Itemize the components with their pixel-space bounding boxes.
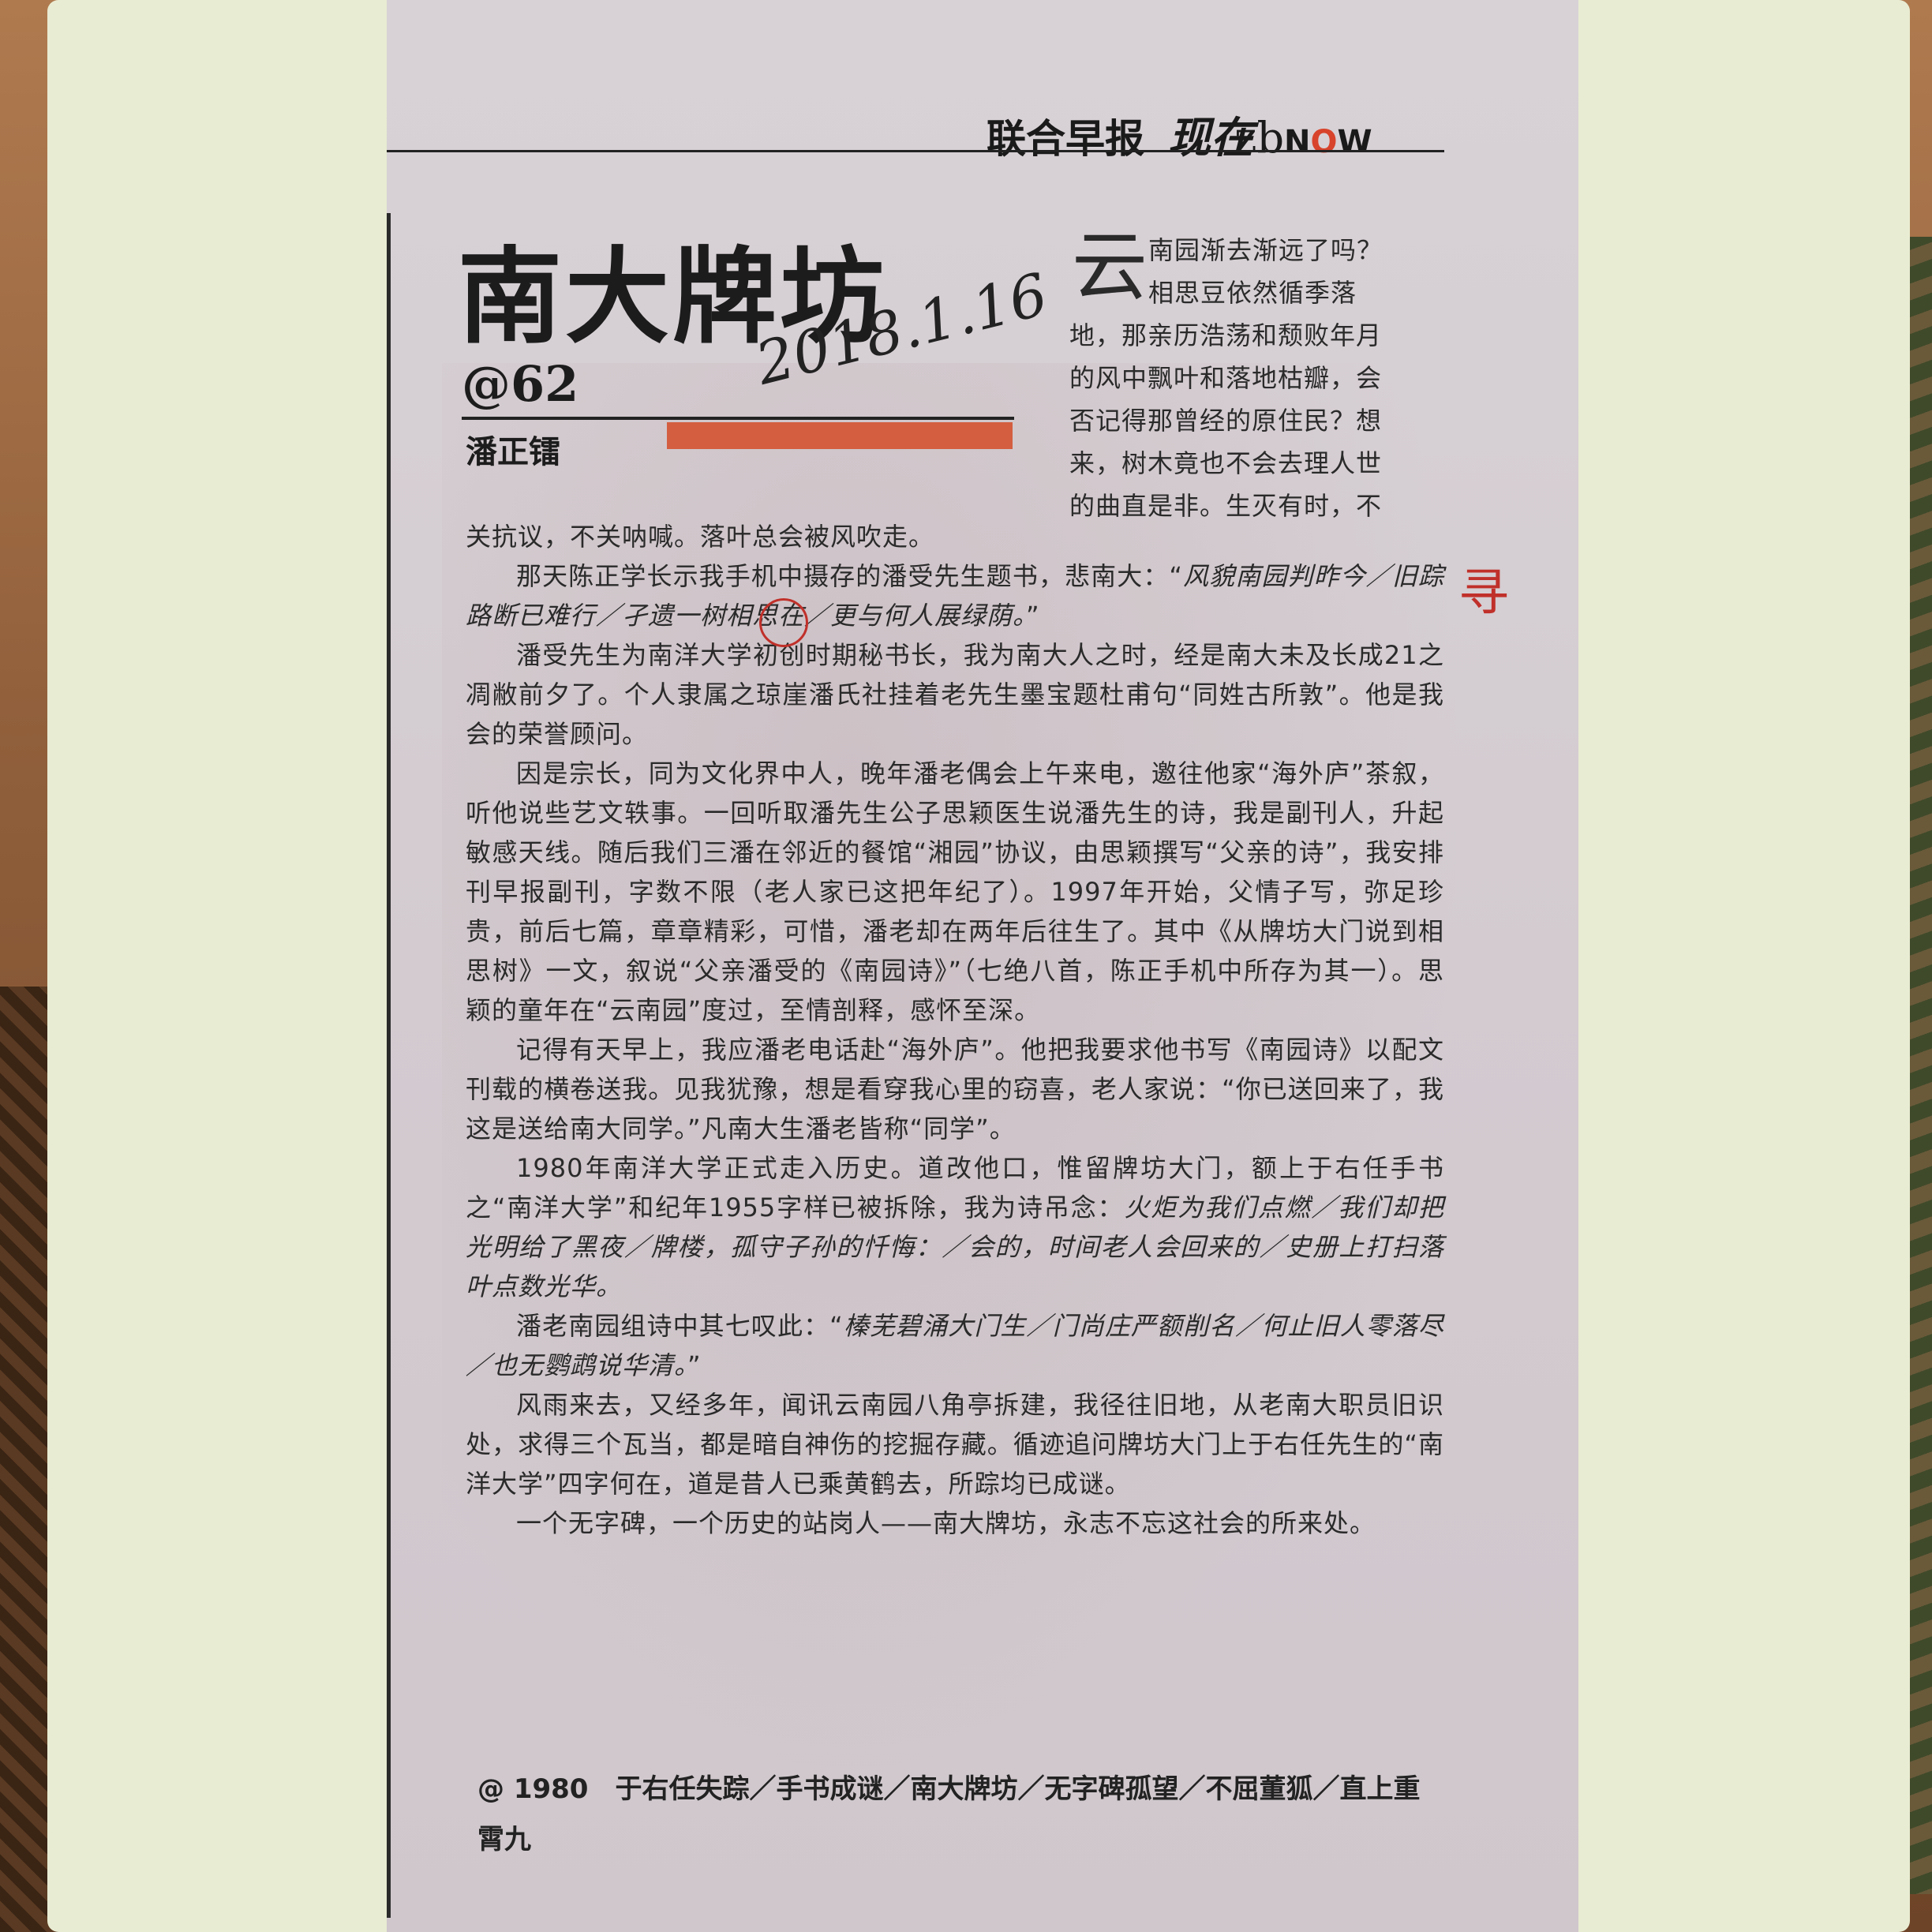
paragraph: 1980年南洋大学正式走入历史。道改他口，惟留牌坊大门，额上于右任手书之“南洋大… — [466, 1148, 1444, 1306]
intro-line: 的曲直是非。生灭有时，不 — [1069, 491, 1383, 521]
intro-line: 地，那亲历浩荡和颓败年月 — [1069, 320, 1383, 350]
drop-cap: 云 — [1072, 223, 1148, 311]
section-w: W — [1337, 124, 1372, 160]
red-circle-annotation — [759, 598, 808, 647]
intro-line: 相思豆依然循季落 — [1148, 278, 1357, 308]
paragraph: 潘受先生为南洋大学初创时期秘书长，我为南大人之时，经是南大未及长成21之凋敝前夕… — [466, 640, 1444, 749]
text-run: 1980年南洋大学正式走入历史。道改他口，惟留牌坊大门，额上于右任手书之“南洋大… — [466, 1153, 1444, 1222]
intro-line: 的风中飘叶和落地枯瓣，会 — [1069, 363, 1383, 393]
headline-rule — [462, 417, 1014, 420]
newspaper-clipping — [387, 0, 1578, 1932]
paragraph: 因是宗长，同为文化界中人，晚年潘老偶会上午来电，邀往他家“海外庐”茶叙，听他说些… — [466, 758, 1444, 1025]
section-o: O — [1310, 124, 1338, 160]
section-zb: zb — [1234, 113, 1285, 163]
article-body: 关抗议，不关呐喊。落叶总会被风吹走。 那天陈正学长示我手机中摄存的潘受先生题书，… — [466, 517, 1444, 1543]
paragraph: 一个无字碑，一个历史的站岗人——南大牌坊，永志不忘这社会的所来处。 — [516, 1508, 1376, 1538]
article-headline: 南大牌坊 — [458, 237, 887, 358]
section-name: 现在zbNOW — [1168, 103, 1372, 165]
quoted-poem: 火炬为我们点燃／我们却把光明给了黑夜／牌楼，孤守子孙的忏悔：／会的，时间老人会回… — [466, 1193, 1444, 1301]
intro-column: 南园渐去渐远了吗？ 相思豆依然循季落 地，那亲历浩荡和颓败年月 的风中飘叶和落地… — [1069, 229, 1440, 527]
section-cn: 现在 — [1168, 112, 1253, 163]
masthead: 联合早报 现在zbNOW — [987, 103, 1444, 163]
column-rule — [387, 213, 391, 1918]
paragraph: 风雨来去，又经多年，闻讯云南园八角亭拆建，我径往旧地，从老南大职员旧识处，求得三… — [466, 1390, 1444, 1499]
paper-name: 联合早报 — [987, 115, 1144, 162]
text-run: ” — [1026, 601, 1040, 631]
intro-line: 来，树木竟也不会去理人世 — [1069, 448, 1383, 478]
paragraph: 那天陈正学长示我手机中摄存的潘受先生题书，悲南大：“风貌南园判昨今／旧踪路断已难… — [466, 556, 1444, 635]
text-run: ” — [687, 1350, 702, 1380]
column-number: @62 — [462, 355, 579, 413]
quoted-poem: 风貌南园判昨今／旧踪路断已难行／孑遗一树相思在／更与何人展绿荫。 — [466, 561, 1444, 631]
author-name: 潘正镭 — [466, 434, 560, 470]
section-n: N — [1284, 124, 1311, 160]
text-run: 那天陈正学长示我手机中摄存的潘受先生题书，悲南大：“ — [516, 561, 1184, 591]
intro-line: 否记得那曾经的原住民？想 — [1069, 406, 1383, 436]
quoted-poem: 榛芜碧涌大门生／门尚庄严额削名／何止旧人零落尽／也无鹦鹉说华清。 — [466, 1311, 1444, 1380]
article-footer: @ 1980 于右任失踪／手书成谜／南大牌坊／无字碑孤望／不屈董狐／直上重霄九 — [477, 1773, 1421, 1855]
red-accent-bar — [667, 422, 1013, 449]
show-through-shadow — [442, 363, 1468, 1784]
paragraph: 关抗议，不关呐喊。落叶总会被风吹走。 — [466, 522, 935, 552]
margin-annotation: 寻 — [1458, 564, 1509, 623]
text-run: 潘老南园组诗中其七叹此：“ — [516, 1311, 844, 1341]
masthead-rule — [387, 150, 1444, 152]
paragraph: 潘老南园组诗中其七叹此：“榛芜碧涌大门生／门尚庄严额削名／何止旧人零落尽／也无鹦… — [466, 1306, 1444, 1385]
paragraph: 记得有天早上，我应潘老电话赴“海外庐”。他把我要求他书写《南园诗》以配文刊载的横… — [466, 1035, 1444, 1144]
intro-line: 南园渐去渐远了吗？ — [1148, 235, 1383, 265]
